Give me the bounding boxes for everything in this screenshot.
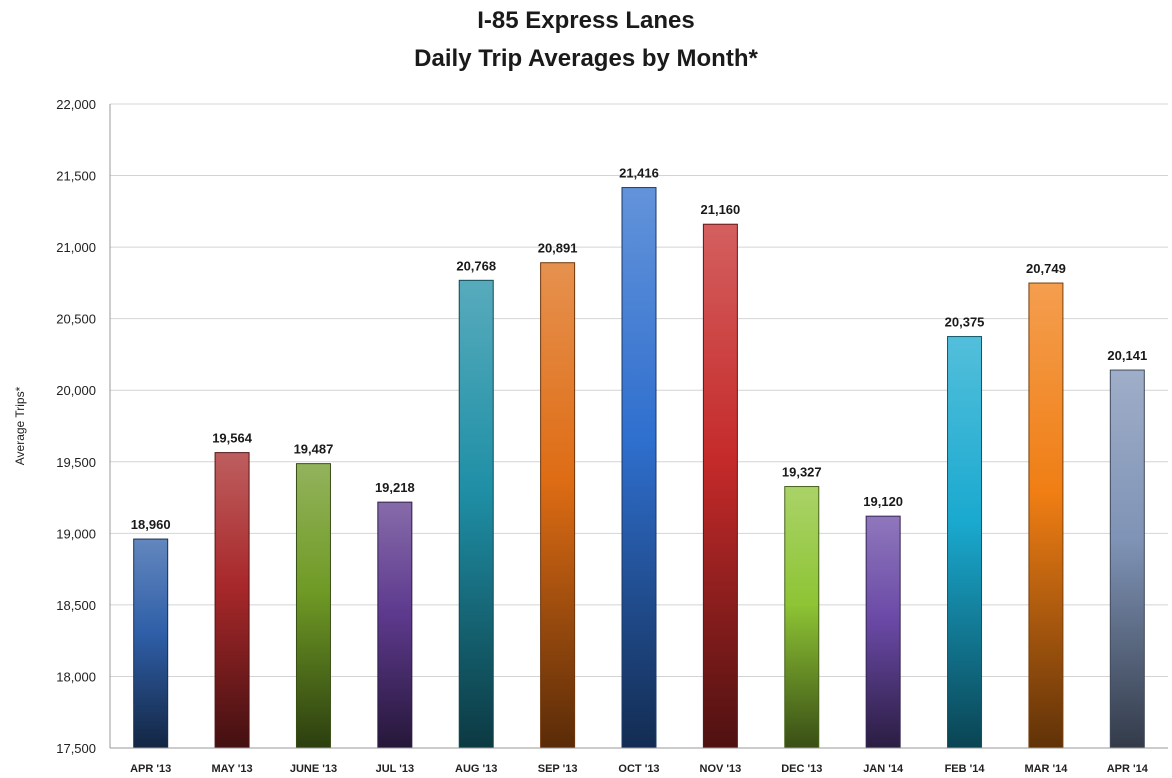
data-label: 19,487	[294, 442, 334, 457]
bar	[1028, 282, 1064, 749]
data-label: 19,564	[212, 431, 253, 446]
bar	[1109, 369, 1145, 749]
y-tick-label: 19,500	[56, 455, 96, 470]
chart-title-line2: Daily Trip Averages by Month*	[414, 45, 758, 72]
data-labels: 18,960 19,564 19,487 19,218 20,768 20,891 21,4…	[131, 166, 1147, 532]
bar	[458, 279, 494, 749]
bar	[784, 486, 820, 749]
y-tick-label: 22,000	[56, 97, 96, 112]
data-label: 20,375	[945, 315, 985, 330]
y-tick-label: 21,000	[56, 240, 96, 255]
x-tick-label: MAY '13	[211, 763, 252, 775]
x-tick-label: OCT '13	[618, 763, 659, 775]
bar	[214, 452, 250, 749]
x-tick-label: JAN '14	[863, 763, 904, 775]
bar	[295, 463, 331, 749]
y-axis-label: Average Trips*	[13, 386, 27, 465]
bar	[947, 336, 983, 749]
bar	[133, 538, 169, 749]
y-tick-label: 19,000	[56, 526, 96, 541]
data-label: 20,768	[456, 258, 496, 273]
x-tick-label: APR '14	[1107, 763, 1149, 775]
bar	[377, 501, 413, 749]
bar	[702, 223, 738, 749]
x-tick-label: NOV '13	[700, 763, 742, 775]
data-label: 19,120	[863, 494, 903, 509]
data-label: 19,218	[375, 480, 415, 495]
data-label: 21,416	[619, 166, 659, 181]
y-tick-label: 20,000	[56, 383, 96, 398]
x-tick-label: JUL '13	[376, 763, 415, 775]
chart-title-line1: I-85 Express Lanes	[477, 7, 694, 34]
y-tick-label: 18,000	[56, 669, 96, 684]
data-label: 19,327	[782, 465, 822, 480]
y-tick-label: 21,500	[56, 169, 96, 184]
x-tick-label: JUNE '13	[290, 763, 337, 775]
x-tick-label: AUG '13	[455, 763, 497, 775]
bar	[865, 515, 901, 749]
data-label: 20,141	[1107, 348, 1147, 363]
bar	[540, 262, 576, 749]
bars	[133, 187, 1145, 749]
bar	[621, 187, 657, 749]
data-label: 18,960	[131, 517, 171, 532]
x-tick-label: APR '13	[130, 763, 171, 775]
x-axis-ticks: APR '13 MAY '13 JUNE '13 JUL '13 AUG '13 SEP …	[130, 763, 1149, 775]
data-label: 21,160	[701, 202, 741, 217]
y-tick-label: 18,500	[56, 598, 96, 613]
data-label: 20,749	[1026, 261, 1066, 276]
data-label: 20,891	[538, 241, 578, 256]
y-tick-label: 20,500	[56, 312, 96, 327]
y-tick-label: 17,500	[56, 741, 96, 756]
x-tick-label: SEP '13	[538, 763, 578, 775]
x-tick-label: FEB '14	[945, 763, 986, 775]
x-tick-label: MAR '14	[1024, 763, 1068, 775]
x-tick-label: DEC '13	[781, 763, 822, 775]
y-axis-ticks: 17,500 18,000 18,500 19,000 19,500 20,000 20,5…	[56, 97, 96, 756]
